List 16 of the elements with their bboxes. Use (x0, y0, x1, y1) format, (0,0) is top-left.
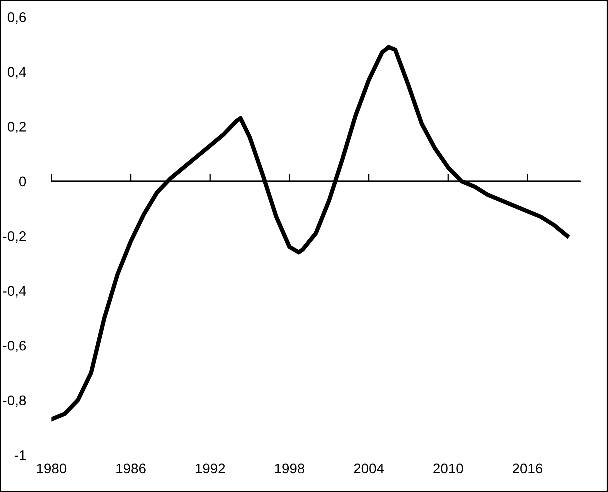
x-tick-label: 1980 (37, 464, 67, 474)
y-tick-label: 0,6 (8, 12, 26, 24)
y-tick-label: -0,8 (3, 396, 26, 408)
y-tick-label: 0,2 (8, 122, 26, 134)
y-tick-label: 0 (20, 176, 26, 187)
y-tick-label: -0,4 (3, 286, 26, 298)
y-tick-label: 0,4 (8, 67, 26, 79)
x-tick-label: 2016 (512, 464, 543, 474)
x-tick-label: 2004 (354, 464, 384, 474)
y-tick-label: -0,6 (3, 340, 26, 352)
x-tick-label: 1992 (196, 464, 226, 474)
y-tick-label: -1 (14, 450, 26, 460)
x-tick-label: 1998 (275, 464, 305, 474)
y-tick-label: -0,2 (3, 231, 26, 243)
x-tick-label: 2010 (434, 464, 464, 474)
x-tick-label: 1986 (116, 464, 146, 474)
